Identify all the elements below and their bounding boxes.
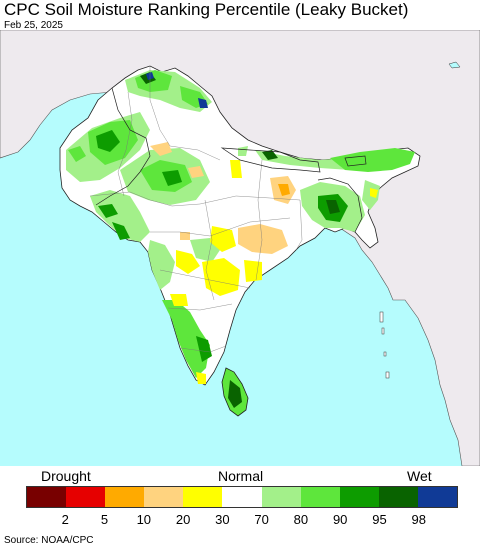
legend-tick-label: 98	[411, 512, 426, 527]
legend-colorbar	[26, 486, 458, 508]
legend-wet-label: Wet	[407, 468, 432, 484]
legend-normal-label: Normal	[218, 468, 264, 484]
legend-swatch	[378, 487, 418, 507]
legend-swatch	[261, 487, 301, 507]
date-label: Feb 25, 2025	[4, 20, 63, 31]
legend-tick-label: 30	[215, 512, 230, 527]
legend-swatch	[105, 487, 145, 507]
map-title: CPC Soil Moisture Ranking Percentile (Le…	[4, 0, 409, 19]
country-boundaries	[95, 87, 367, 233]
legend-tick-label: 2	[61, 512, 69, 527]
legend-tick-label: 20	[175, 512, 191, 527]
soil-moisture-map	[0, 30, 480, 466]
legend-tick-label: 80	[293, 512, 309, 527]
legend-swatch	[183, 487, 223, 507]
legend-tick-label: 90	[332, 512, 348, 527]
legend-tick-label: 5	[100, 512, 109, 527]
internal-boundaries	[89, 66, 303, 353]
legend-swatch	[27, 487, 67, 507]
legend-tick-label: 10	[136, 512, 152, 527]
legend-swatch	[300, 487, 340, 507]
source-label: Source: NOAA/CPC	[4, 535, 94, 546]
andaman-islands	[379, 311, 390, 379]
legend-tick-label: 95	[372, 512, 387, 527]
legend-tick-label: 70	[254, 512, 269, 527]
legend-swatch	[222, 487, 262, 507]
lake-mark	[448, 61, 461, 69]
legend-drought-label: Drought	[41, 468, 91, 484]
legend-swatch	[417, 487, 458, 507]
legend-swatch	[144, 487, 184, 507]
sri-lanka-core	[228, 380, 242, 408]
dry-regions	[150, 142, 378, 384]
legend-swatch	[66, 487, 106, 507]
legend-swatch	[339, 487, 379, 507]
